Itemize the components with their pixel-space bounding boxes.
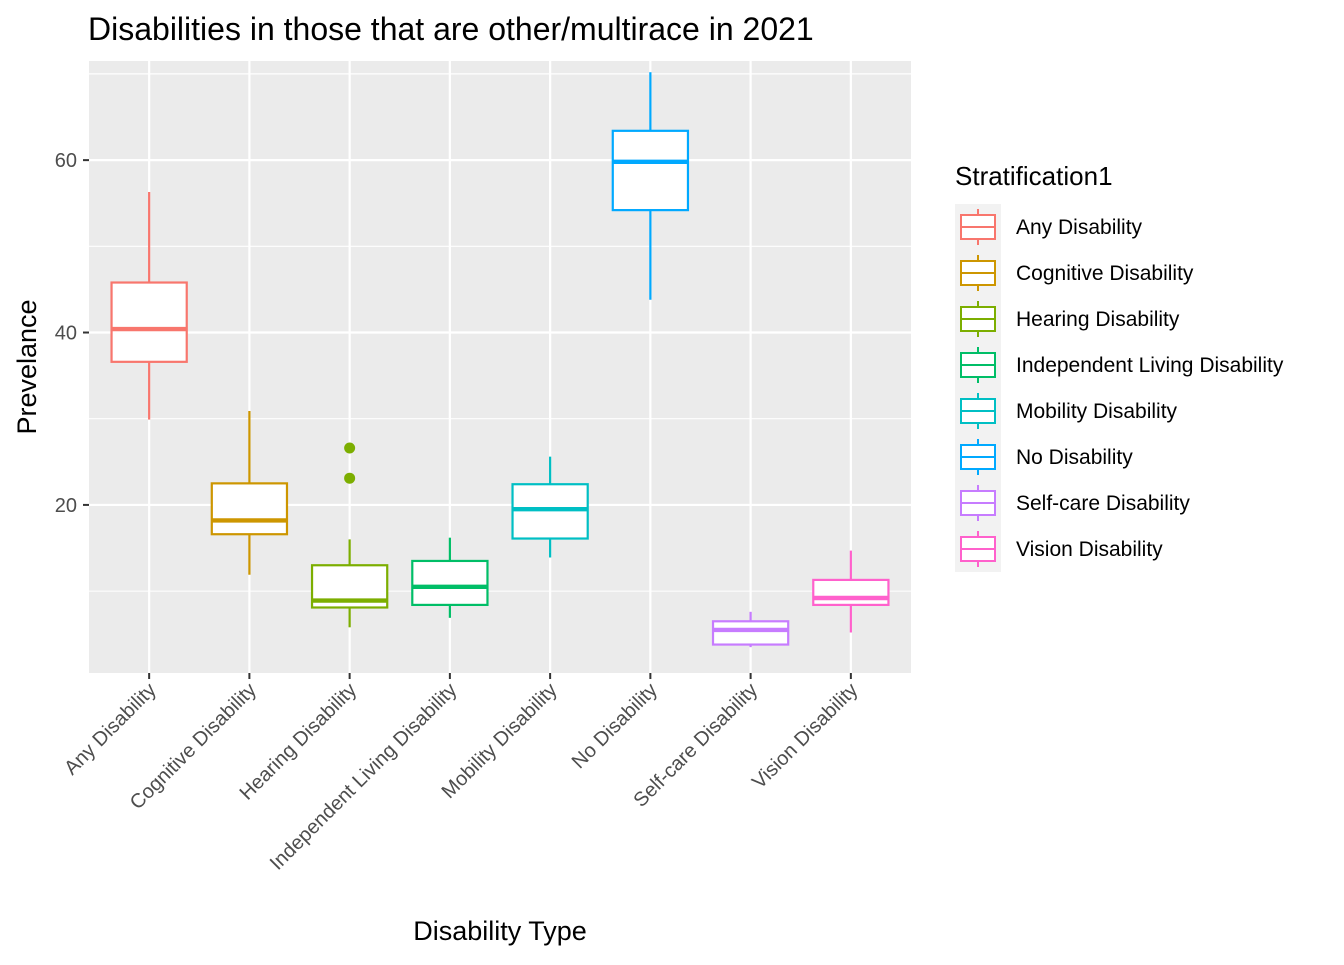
legend-key bbox=[960, 301, 996, 337]
y-tick-label: 60 bbox=[55, 150, 77, 172]
box-iqr bbox=[210, 482, 289, 536]
x-tick-label: Vision Disability bbox=[748, 679, 862, 793]
legend-key bbox=[960, 209, 996, 245]
outlier-point bbox=[344, 442, 356, 454]
legend: Stratification1 Any Disability Cognitive … bbox=[955, 161, 1284, 572]
legend-label: Hearing Disability bbox=[1016, 308, 1180, 331]
legend-title: Stratification1 bbox=[955, 161, 1113, 191]
y-tick-label: 40 bbox=[55, 323, 77, 345]
y-axis-label: Prevelance bbox=[12, 299, 42, 434]
x-axis-label: Disability Type bbox=[413, 916, 587, 946]
legend-label: Vision Disability bbox=[1016, 538, 1163, 561]
box-independent-living-disability bbox=[411, 537, 489, 618]
box-hearing-disability bbox=[310, 442, 389, 628]
chart-title: Disabilities in those that are other/mul… bbox=[88, 11, 814, 47]
box-self-care-disability bbox=[711, 611, 790, 648]
box-no-disability bbox=[611, 72, 690, 300]
y-tick-label: 20 bbox=[55, 495, 77, 517]
legend-label: Any Disability bbox=[1016, 216, 1143, 239]
legend-key bbox=[960, 347, 996, 383]
legend-key bbox=[960, 531, 996, 567]
box-mobility-disability bbox=[511, 456, 589, 558]
legend-label: Mobility Disability bbox=[1016, 400, 1178, 423]
x-tick-label: No Disability bbox=[568, 679, 662, 773]
box-any-disability bbox=[110, 192, 188, 420]
box-iqr bbox=[411, 559, 489, 607]
legend-key bbox=[960, 393, 996, 429]
x-tick-label: Independent Living Disability bbox=[266, 679, 462, 875]
legend-key bbox=[960, 485, 996, 521]
legend-label: No Disability bbox=[1016, 446, 1133, 469]
legend-key bbox=[960, 255, 996, 291]
box-vision-disability bbox=[812, 550, 890, 633]
outlier-point bbox=[344, 472, 356, 484]
legend-label: Cognitive Disability bbox=[1016, 262, 1194, 285]
legend-label: Independent Living Disability bbox=[1016, 354, 1284, 377]
box-iqr bbox=[711, 620, 790, 646]
box-iqr bbox=[812, 578, 890, 607]
box-cognitive-disability bbox=[210, 410, 289, 575]
box-iqr bbox=[611, 129, 690, 212]
legend-key bbox=[960, 439, 996, 475]
legend-label: Self-care Disability bbox=[1016, 492, 1190, 515]
panel-background bbox=[89, 61, 911, 673]
x-tick-label: Any Disability bbox=[60, 679, 160, 779]
box-iqr bbox=[110, 281, 188, 363]
